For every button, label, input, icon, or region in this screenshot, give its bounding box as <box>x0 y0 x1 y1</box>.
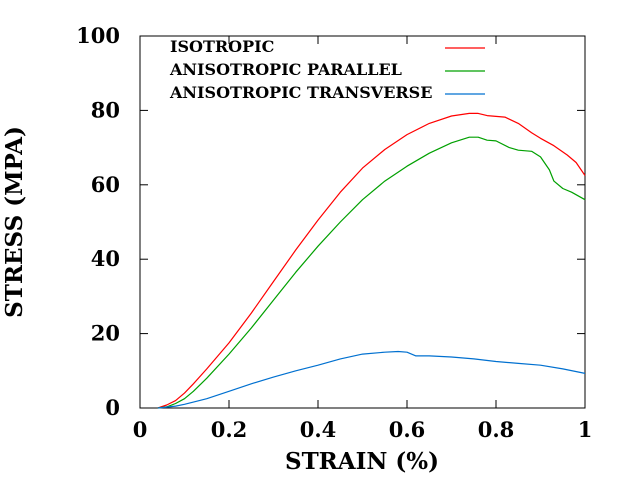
y-tick-label: 0 <box>105 395 120 420</box>
x-axis-title: STRAIN (%) <box>285 448 439 475</box>
legend-label-3: ANISOTROPIC TRANSVERSE <box>169 83 432 102</box>
y-tick-label: 100 <box>76 23 120 48</box>
y-tick-label: 40 <box>91 246 120 271</box>
axis-ticks: 0 0.2 0.4 0.6 0.8 1 0 20 40 60 80 100 <box>76 23 592 442</box>
y-tick-label: 20 <box>91 321 120 346</box>
series-line-2 <box>157 136 586 409</box>
x-tick-label: 0.4 <box>300 417 337 442</box>
legend-label-1: ISOTROPIC <box>170 37 274 56</box>
y-tick-label: 80 <box>91 97 120 122</box>
x-tick-label: 0 <box>133 417 148 442</box>
legend: ISOTROPIC ANISOTROPIC PARALLEL ANISOTROPIC… <box>169 37 485 102</box>
series-line-3 <box>157 350 586 409</box>
series-lines <box>157 112 586 409</box>
y-axis-title: STRESS (MPA) <box>1 126 28 318</box>
y-tick-label: 60 <box>91 172 120 197</box>
legend-label-2: ANISOTROPIC PARALLEL <box>169 60 402 79</box>
plot-frame <box>139 35 586 409</box>
x-tick-label: 0.8 <box>478 417 515 442</box>
x-tick-label: 0.2 <box>211 417 248 442</box>
x-tick-label: 1 <box>578 417 593 442</box>
x-tick-label: 0.6 <box>389 417 426 442</box>
series-line-1 <box>157 112 586 409</box>
